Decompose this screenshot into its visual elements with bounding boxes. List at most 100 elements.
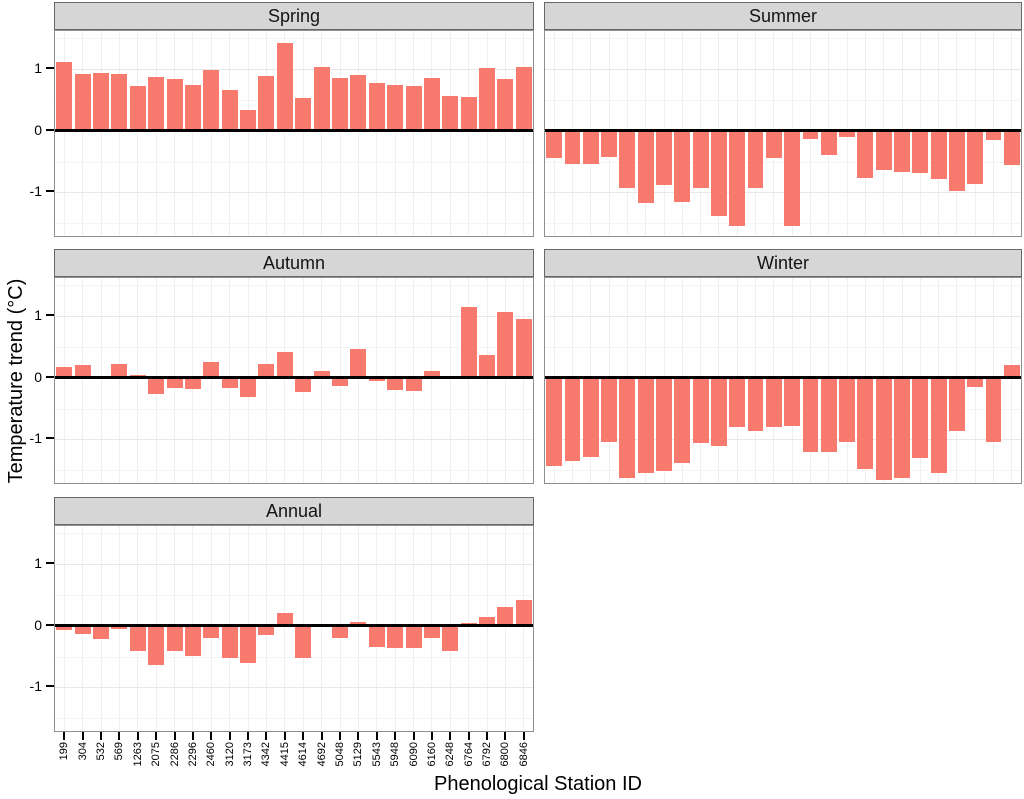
x-tick-mark [81,732,84,740]
gridline-vertical [449,278,451,483]
facet-strip-winter: Winter [544,249,1022,277]
gridline-horizontal [55,223,533,225]
gridline-vertical [449,31,451,236]
x-tick-label: 5129 [352,742,365,767]
bar-summer-station-4614 [784,130,801,227]
bar-summer-station-3120 [711,130,727,216]
bar-summer-station-6846 [1003,130,1020,166]
bar-spring-station-6090 [405,85,422,131]
bar-autumn-station-569 [111,364,128,378]
gridline-vertical [486,278,488,483]
bar-annual-station-6800 [497,607,514,626]
bar-summer-station-5129 [839,130,855,137]
x-tick-mark [63,732,66,740]
gridline-horizontal [55,68,533,70]
bar-spring-station-3173 [240,110,256,131]
x-tick-label: 5543 [370,742,383,767]
bar-winter-station-5129 [839,377,855,443]
gridline-vertical [284,526,286,731]
gridline-horizontal [55,656,533,658]
gridline-vertical [265,31,267,236]
bar-summer-station-6248 [930,130,947,179]
x-tick-label: 6846 [517,742,530,767]
bar-spring-station-4692 [313,67,330,131]
bar-spring-station-4614 [295,97,312,131]
gridline-horizontal [545,439,1021,441]
bar-spring-station-304 [74,73,91,131]
gridline-vertical [357,31,359,236]
gridline-vertical [265,278,267,483]
panel-autumn [54,277,534,484]
y-tick-label: 1 [34,554,42,571]
gridline-horizontal [545,38,1021,40]
bar-summer-station-532 [582,130,599,164]
x-tick-mark [191,732,194,740]
x-tick-label: 304 [76,742,89,761]
bar-autumn-station-6800 [497,311,514,378]
gridline-vertical [321,31,323,236]
bar-annual-station-2286 [166,625,183,651]
bar-annual-station-4415 [276,612,293,626]
gridline-horizontal [55,533,533,535]
gridline-vertical [504,31,506,236]
bar-summer-station-4692 [802,130,819,140]
gridline-vertical [155,31,157,236]
gridline-vertical [504,526,506,731]
bar-spring-station-6160 [423,77,440,131]
gridline-vertical [1011,278,1013,483]
bar-annual-station-304 [74,625,91,635]
gridline-horizontal [545,68,1021,70]
bar-winter-station-6090 [894,377,910,478]
bar-spring-station-6800 [497,78,514,131]
panel-summer [544,30,1022,237]
gridline-vertical [504,278,506,483]
bar-spring-station-2296 [184,85,201,131]
gridline-vertical [100,278,102,483]
x-tick-label: 532 [95,742,107,761]
gridline-vertical [118,278,120,483]
x-tick-mark [265,732,268,740]
facet-strip-autumn: Autumn [54,249,534,277]
bar-spring-station-5048 [332,77,348,131]
x-tick-mark [339,732,341,740]
bar-annual-station-6248 [442,625,459,651]
bar-annual-station-3173 [240,625,256,663]
bar-summer-station-6800 [985,130,1002,140]
gridline-horizontal [55,192,533,194]
gridline-vertical [339,31,341,236]
bar-winter-station-304 [564,377,581,461]
x-tick-label: 569 [113,742,126,761]
bar-winter-station-6846 [1003,365,1020,378]
facet-strip-label-winter: Winter [756,252,809,273]
gridline-vertical [229,31,231,236]
y-tick-mark [46,437,54,440]
x-tick-label: 5948 [389,742,402,767]
bar-spring-station-2286 [166,78,183,131]
bar-autumn-station-2286 [166,377,183,389]
x-tick-mark [375,732,378,740]
x-tick-mark [100,732,102,740]
x-tick-label: 6090 [407,742,420,767]
bar-summer-station-2075 [637,130,654,204]
gridline-vertical [118,31,120,236]
bar-winter-station-6792 [967,377,984,387]
gridline-vertical [302,31,304,236]
gridline-vertical [284,278,286,483]
bar-annual-station-5948 [387,625,404,649]
bar-autumn-station-2296 [184,377,201,389]
x-tick-mark [118,732,121,740]
gridline-horizontal [545,470,1021,472]
bar-winter-station-5948 [875,377,892,480]
gridline-horizontal [55,99,533,101]
bar-spring-station-6764 [460,97,477,131]
bar-summer-station-569 [601,130,617,158]
bar-autumn-station-5543 [368,377,385,382]
bar-summer-station-2460 [692,130,709,188]
y-tick-label: -1 [29,430,42,447]
bar-winter-station-1263 [619,377,636,479]
bar-winter-station-3120 [711,377,727,447]
x-tick-label: 6800 [499,742,512,767]
gridline-vertical [486,31,488,236]
gridline-horizontal [55,687,533,689]
gridline-vertical [376,31,378,236]
